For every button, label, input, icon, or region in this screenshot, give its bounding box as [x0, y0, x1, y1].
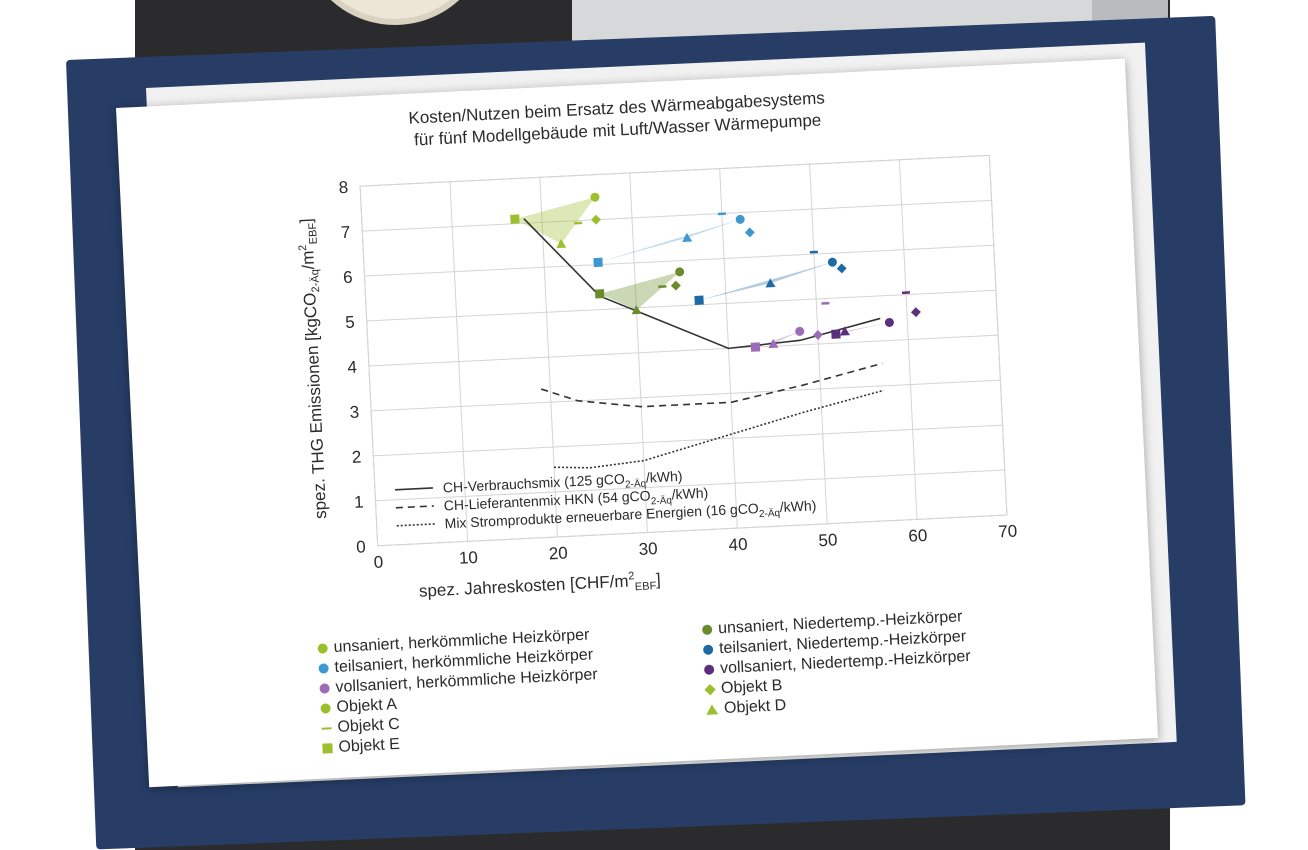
- grid: [359, 154, 1008, 547]
- y-gridline: [364, 244, 994, 277]
- cost-benefit-area: [514, 197, 595, 244]
- cost-benefit-area: [699, 262, 833, 301]
- chart-paper: Kosten/Nutzen beim Ersatz des Wärmeabgab…: [116, 58, 1159, 788]
- x-tick-label: 0: [373, 552, 383, 571]
- y-axis-label: spez. THG Emissionen [kgCO2-Äq/m2EBF]: [296, 218, 334, 520]
- point-objekt-e: [594, 289, 605, 299]
- point-objekt-a: [827, 257, 837, 267]
- y-tick-label: 8: [338, 178, 348, 197]
- point-objekt-a: [884, 317, 894, 327]
- x-axis-label: spez. Jahreskosten [CHF/m2EBF]: [418, 569, 661, 604]
- point-objekt-e: [510, 214, 520, 224]
- point-objekt-a: [735, 214, 745, 224]
- y-tick-label: 6: [343, 268, 353, 287]
- point-objekt-b: [670, 280, 681, 291]
- point-objekt-d: [682, 232, 693, 243]
- y-gridline: [371, 379, 1001, 412]
- point-objekt-a: [675, 267, 685, 277]
- point-objekt-b: [591, 214, 601, 225]
- legend-line-sample: [396, 523, 435, 527]
- emission-curves: [523, 218, 884, 469]
- line-legend: CH-Verbrauchsmix (125 gCO2-Äq/kWh)CH-Lie…: [394, 468, 817, 531]
- cost-benefit-area: [835, 322, 890, 335]
- y-tick-label: 0: [356, 537, 366, 556]
- y-gridline: [366, 289, 996, 322]
- point-objekt-c: [821, 301, 830, 305]
- point-objekt-e: [694, 295, 704, 305]
- x-tick-label: 40: [728, 535, 748, 555]
- point-objekt-c: [809, 250, 818, 254]
- point-objekt-e: [831, 329, 841, 339]
- cost-benefit-area: [599, 271, 680, 311]
- point-objekt-d: [631, 305, 642, 315]
- cost-benefit-areas: [514, 197, 890, 348]
- point-objekt-c: [717, 212, 726, 216]
- y-tick-label: 4: [347, 358, 357, 377]
- x-tick-label: 50: [818, 530, 838, 550]
- y-tick-label: 7: [340, 223, 350, 242]
- y-gridline: [368, 334, 999, 367]
- emission-curve: [554, 389, 884, 469]
- point-objekt-b: [910, 307, 921, 318]
- point-objekt-c: [901, 291, 911, 295]
- legend-line-sample: [394, 487, 433, 491]
- point-objekt-b: [744, 227, 755, 238]
- point-objekt-c: [658, 285, 667, 288]
- x-tick-label: 10: [458, 548, 478, 568]
- x-tick-label: 60: [908, 526, 928, 546]
- point-objekt-e: [593, 257, 603, 268]
- point-objekt-b: [812, 330, 823, 340]
- y-tick-label: 3: [349, 402, 359, 421]
- cost-benefit-area: [755, 331, 800, 348]
- x-tick-label: 20: [548, 543, 568, 563]
- point-objekt-a: [795, 326, 805, 336]
- y-gridline: [360, 154, 990, 187]
- y-gridline: [377, 514, 1007, 547]
- point-objekt-d: [556, 238, 567, 249]
- tick-labels: 0 10 20 30 40 50 60 70 0 1 2 3 4 5 6 7 8: [338, 178, 1018, 572]
- data-points: [510, 192, 921, 352]
- point-objekt-e: [750, 342, 761, 352]
- x-tick-label: 30: [638, 539, 658, 559]
- y-gridline: [373, 424, 1003, 457]
- series-legend-left: unsaniert, herkömmliche Heizkörper teils…: [317, 625, 601, 758]
- series-legend-right: unsaniert, Niedertemp.-Heizkörper teilsa…: [701, 607, 973, 720]
- y-gridline: [375, 469, 1005, 502]
- x-tick-label: 70: [998, 521, 1018, 541]
- point-objekt-d: [765, 278, 776, 288]
- emission-curve: [523, 218, 881, 350]
- y-tick-label: 5: [345, 313, 355, 332]
- emission-curve: [540, 362, 883, 408]
- point-objekt-d: [768, 338, 779, 349]
- y-tick-label: 2: [351, 447, 361, 466]
- chart: Kosten/Nutzen beim Ersatz des Wärmeabgab…: [296, 88, 1018, 604]
- point-objekt-b: [836, 263, 847, 274]
- legend-line-sample: [395, 505, 434, 509]
- point-objekt-a: [590, 192, 600, 202]
- y-tick-label: 1: [354, 492, 364, 511]
- point-objekt-c: [574, 221, 583, 225]
- point-objekt-d: [839, 326, 850, 336]
- y-gridline: [362, 199, 992, 232]
- cost-benefit-area: [598, 219, 741, 263]
